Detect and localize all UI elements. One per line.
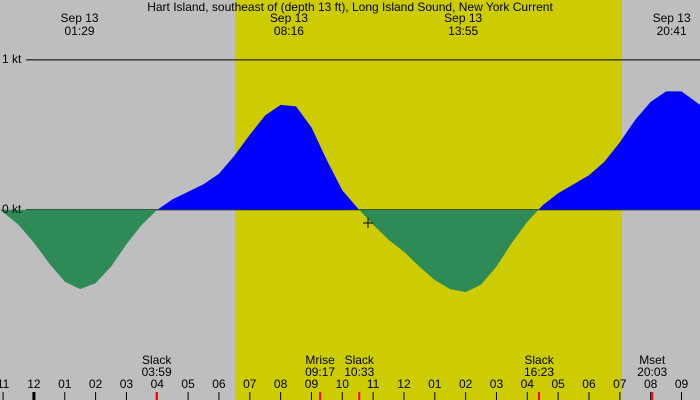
x-tick-label: 09 bbox=[675, 377, 689, 391]
x-tick-label: 01 bbox=[428, 377, 442, 391]
peak-time: 13:55 bbox=[448, 24, 478, 38]
peak-date: Sep 13 bbox=[444, 11, 482, 25]
event-label: Mset bbox=[639, 353, 666, 367]
x-tick-label: 08 bbox=[644, 377, 658, 391]
event-time: 20:03 bbox=[637, 365, 667, 379]
y-tick-label: 0 kt bbox=[2, 202, 22, 216]
peak-time: 08:16 bbox=[274, 24, 304, 38]
x-tick-label: 01 bbox=[58, 377, 72, 391]
x-tick-label: 12 bbox=[397, 377, 411, 391]
x-tick-label: 07 bbox=[243, 377, 257, 391]
peak-time: 01:29 bbox=[65, 24, 95, 38]
chart-title: Hart Island, southeast of (depth 13 ft),… bbox=[147, 0, 553, 14]
x-tick-label: 06 bbox=[212, 377, 226, 391]
event-time: 10:33 bbox=[344, 365, 374, 379]
x-tick-label: 05 bbox=[181, 377, 195, 391]
event-label: Slack bbox=[142, 353, 172, 367]
x-tick-label: 05 bbox=[551, 377, 565, 391]
peak-date: Sep 13 bbox=[653, 11, 691, 25]
event-time: 09:17 bbox=[305, 365, 335, 379]
x-tick-label: 10 bbox=[336, 377, 350, 391]
event-time: 16:23 bbox=[524, 365, 554, 379]
event-time: 03:59 bbox=[142, 365, 172, 379]
x-tick-label: 09 bbox=[305, 377, 319, 391]
event-label: Slack bbox=[345, 353, 375, 367]
event-label: Slack bbox=[524, 353, 554, 367]
x-tick-label: 06 bbox=[582, 377, 596, 391]
x-tick-label: 04 bbox=[151, 377, 165, 391]
x-tick-label: 07 bbox=[613, 377, 627, 391]
current-area bbox=[0, 91, 700, 293]
x-tick-label: 11 bbox=[367, 377, 380, 391]
x-tick-label: 03 bbox=[120, 377, 134, 391]
x-tick-label: 04 bbox=[521, 377, 535, 391]
x-tick-label: 02 bbox=[459, 377, 473, 391]
peak-date: Sep 13 bbox=[61, 11, 99, 25]
x-tick-label: 12 bbox=[27, 377, 41, 391]
peak-time: 20:41 bbox=[657, 24, 687, 38]
x-tick-label: 03 bbox=[490, 377, 504, 391]
event-label: Mrise bbox=[305, 353, 335, 367]
crosshair bbox=[363, 218, 373, 228]
peak-date: Sep 13 bbox=[270, 11, 308, 25]
x-tick-label: 11 bbox=[0, 377, 10, 391]
y-tick-label: 1 kt bbox=[2, 52, 22, 66]
x-tick-label: 08 bbox=[274, 377, 288, 391]
x-tick-label: 02 bbox=[89, 377, 103, 391]
